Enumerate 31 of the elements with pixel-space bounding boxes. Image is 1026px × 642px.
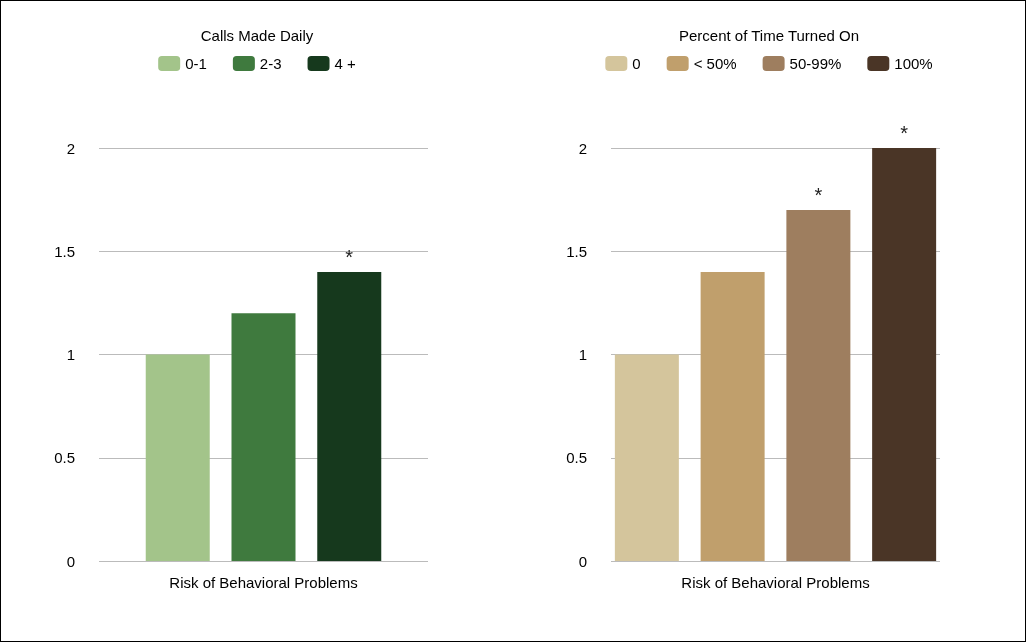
bar <box>231 313 296 561</box>
x-tick-label: Risk of Behavioral Problems <box>681 574 870 591</box>
bar <box>872 148 937 561</box>
y-tick-label: 2 <box>66 139 75 157</box>
bar <box>145 354 210 561</box>
y-tick-label: 0 <box>66 552 75 570</box>
data-label: * <box>900 122 909 144</box>
bar <box>317 271 382 561</box>
legend-label: 2-3 <box>259 55 282 72</box>
legend-label: 50-99% <box>789 55 842 72</box>
bar <box>700 271 765 561</box>
legend-label: 0 <box>632 55 641 72</box>
chart-title: Percent of Time Turned On <box>678 27 860 44</box>
chart-title: Calls Made Daily <box>200 27 314 44</box>
data-label: * <box>345 245 354 268</box>
y-tick-label: 0.5 <box>566 449 587 467</box>
bar <box>614 354 679 561</box>
y-tick-label: 1 <box>578 346 587 363</box>
legend-label: 0-1 <box>185 55 207 72</box>
y-tick-label: 1 <box>66 346 75 363</box>
bar <box>786 209 851 561</box>
legend-label: < 50% <box>693 55 737 72</box>
legend-label: 4 + <box>334 55 357 72</box>
y-tick-label: 2 <box>578 139 587 157</box>
data-label: * <box>814 183 823 206</box>
y-tick-label: 0 <box>578 552 587 570</box>
y-tick-label: 1.5 <box>54 242 75 260</box>
y-tick-label: 0.5 <box>54 449 75 467</box>
legend-label: 100% <box>894 55 933 72</box>
y-tick-label: 1.5 <box>566 242 587 260</box>
x-tick-label: Risk of Behavioral Problems <box>169 574 358 591</box>
